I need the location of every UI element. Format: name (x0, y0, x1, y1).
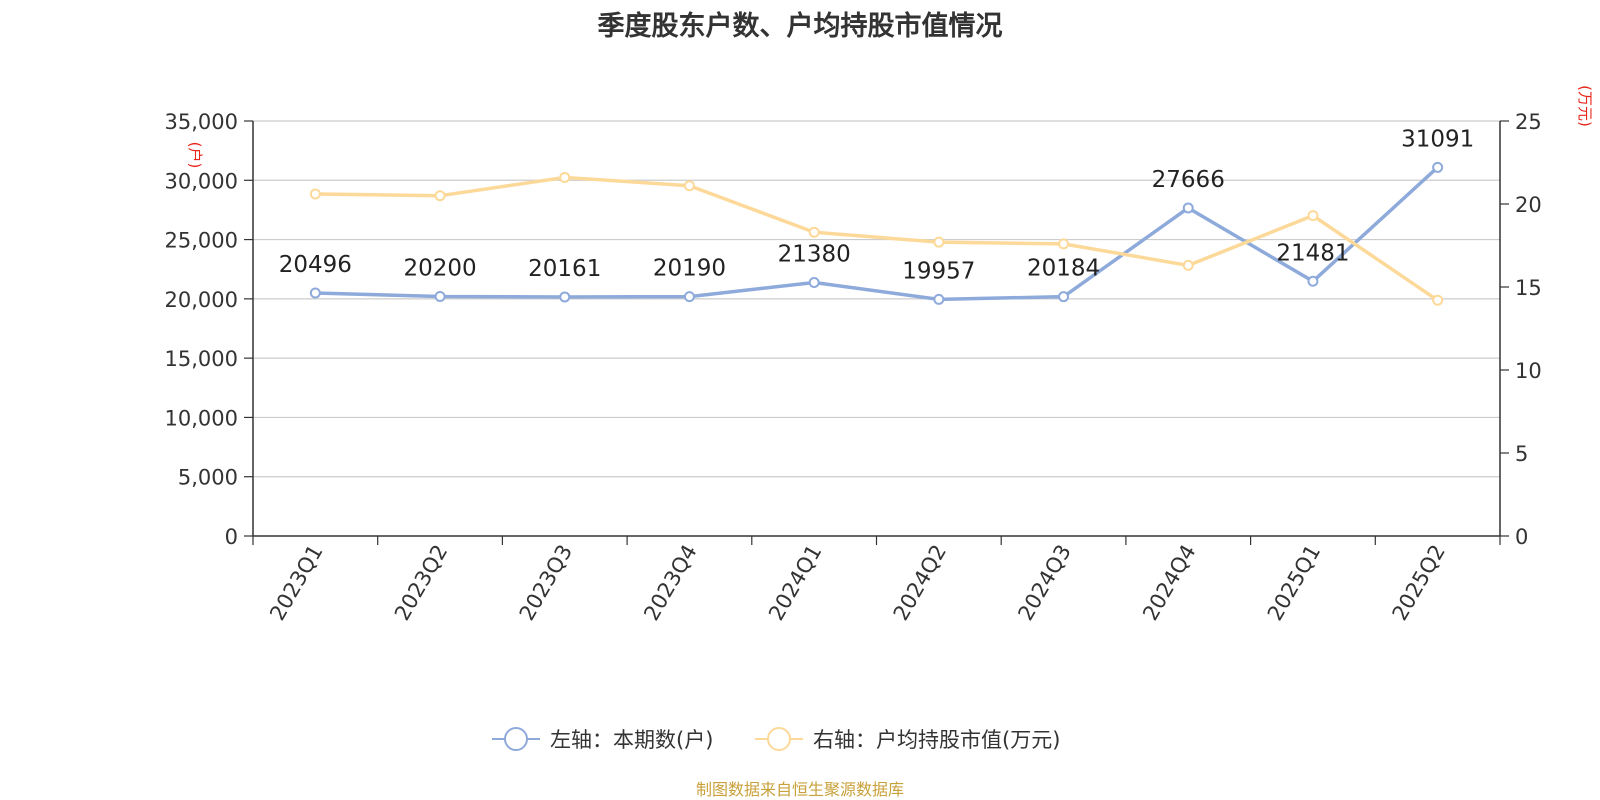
left-axis-tick-label: 25,000 (165, 229, 238, 253)
legend-label: 右轴：户均持股市值(万元) (813, 728, 1060, 752)
x-axis-tick-label: 2024Q2 (889, 541, 951, 625)
left-axis-unit-label: (户) (186, 142, 204, 169)
data-point (933, 236, 945, 248)
left-axis-tick-label: 10,000 (165, 406, 238, 430)
data-point (683, 291, 695, 303)
data-point (683, 180, 695, 192)
data-label: 20496 (279, 252, 352, 278)
legend-label: 左轴：本期数(户) (550, 728, 713, 752)
chart-title: 季度股东户数、户均持股市值情况 (597, 11, 1003, 42)
data-point (1182, 202, 1194, 214)
data-point (1307, 275, 1319, 287)
x-axis-tick-label: 2025Q2 (1388, 541, 1450, 625)
series-line-1 (315, 166, 1439, 302)
left-axis-tick-label: 0 (225, 525, 238, 549)
x-axis-tick-label: 2023Q1 (265, 541, 327, 625)
data-point (434, 190, 446, 202)
right-axis-unit-label: (万元) (1576, 85, 1594, 127)
data-point (1432, 294, 1444, 306)
legend-marker-icon (767, 727, 791, 751)
right-axis-tick-label: 25 (1515, 110, 1542, 134)
data-point (808, 276, 820, 288)
data-label: 20184 (1027, 256, 1100, 282)
left-axis-tick-label: 30,000 (165, 169, 238, 193)
left-axis-tick-label: 35,000 (165, 110, 238, 134)
x-axis-tick-label: 2023Q3 (515, 541, 577, 625)
x-axis-tick-label: 2024Q4 (1138, 541, 1200, 625)
data-point (309, 287, 321, 299)
grid-lines (253, 120, 1500, 478)
data-point (309, 188, 321, 200)
x-axis-tick-label: 2024Q1 (764, 541, 826, 625)
right-axis-tick-label: 20 (1515, 193, 1542, 217)
data-point (1058, 238, 1070, 250)
series-lines (309, 161, 1444, 306)
right-axis-tick-label: 15 (1515, 276, 1542, 300)
x-axis-tick-label: 2023Q4 (639, 541, 701, 625)
right-axis-tick-label: 5 (1515, 442, 1528, 466)
data-point (1182, 259, 1194, 271)
legend-item-1[interactable]: 左轴：本期数(户) (492, 727, 713, 752)
x-axis-tick-label: 2025Q1 (1263, 541, 1325, 625)
data-point (1432, 161, 1444, 173)
data-label: 19957 (902, 258, 975, 284)
series-line-2 (315, 175, 1439, 302)
right-axis-tick-label: 10 (1515, 359, 1542, 383)
data-label: 20200 (403, 255, 476, 281)
right-axis-tick-label: 0 (1515, 525, 1528, 549)
data-label: 21481 (1276, 240, 1349, 266)
data-label: 31091 (1401, 126, 1474, 152)
x-axis-tick-label: 2023Q2 (390, 541, 452, 625)
data-label: 20190 (653, 256, 726, 282)
x-axis-tick-label: 2024Q3 (1013, 541, 1075, 625)
legend-marker-icon (504, 727, 528, 751)
legend-item-2[interactable]: 右轴：户均持股市值(万元) (755, 727, 1060, 752)
legend[interactable]: 左轴：本期数(户) 右轴：户均持股市值(万元) (492, 727, 1060, 752)
data-point (559, 291, 571, 303)
data-point (808, 226, 820, 238)
left-axis-tick-label: 15,000 (165, 347, 238, 371)
axes: 0 5,000 10,000 15,000 20,000 25,000 30,000 35,0… (165, 85, 1594, 625)
left-axis-tick-label: 5,000 (178, 466, 238, 490)
data-label: 21380 (778, 241, 851, 267)
data-label: 27666 (1152, 167, 1225, 193)
data-label: 20161 (528, 256, 601, 282)
data-point (434, 290, 446, 302)
data-labels: 20496 20200 20161 20190 21380 19957 20184 27666… (279, 126, 1474, 284)
data-point (1058, 291, 1070, 303)
data-point (1307, 210, 1319, 222)
data-point (559, 171, 571, 183)
source-note: 制图数据来自恒生聚源数据库 (695, 780, 904, 799)
data-point (933, 293, 945, 305)
left-axis-tick-label: 20,000 (165, 288, 238, 312)
